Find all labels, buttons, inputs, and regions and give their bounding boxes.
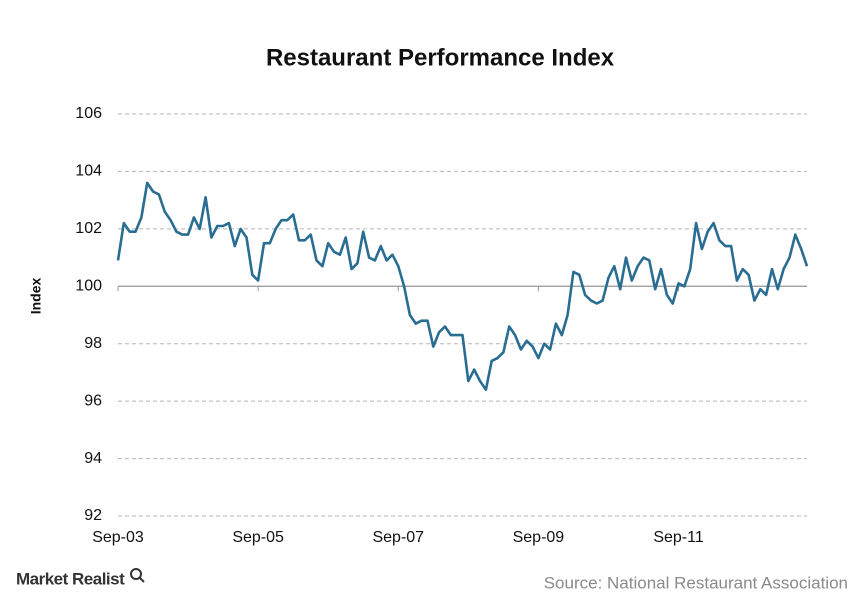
x-tick-label: Sep-03 xyxy=(92,529,144,546)
x-tick-label: Sep-09 xyxy=(513,529,565,546)
y-tick-label: 96 xyxy=(84,392,102,409)
x-tick-label: Sep-11 xyxy=(653,529,704,546)
brand-icon xyxy=(130,568,145,583)
y-tick-label: 92 xyxy=(84,507,102,524)
x-tick-label: Sep-07 xyxy=(372,529,424,546)
source: Source: National Restaurant Association xyxy=(544,573,848,592)
y-tick-label: 106 xyxy=(75,105,102,122)
y-tick-label: 104 xyxy=(75,163,102,180)
y-axis-label: Index xyxy=(28,278,44,315)
y-tick-label: 102 xyxy=(75,220,102,237)
brand: Market Realist xyxy=(16,569,125,588)
x-tick-label: Sep-05 xyxy=(232,529,284,546)
y-tick-label: 98 xyxy=(84,335,102,352)
data-line xyxy=(116,181,809,391)
chart-title: Restaurant Performance Index xyxy=(266,44,615,71)
y-tick-label: 94 xyxy=(84,450,102,467)
y-tick-label: 100 xyxy=(75,278,102,295)
